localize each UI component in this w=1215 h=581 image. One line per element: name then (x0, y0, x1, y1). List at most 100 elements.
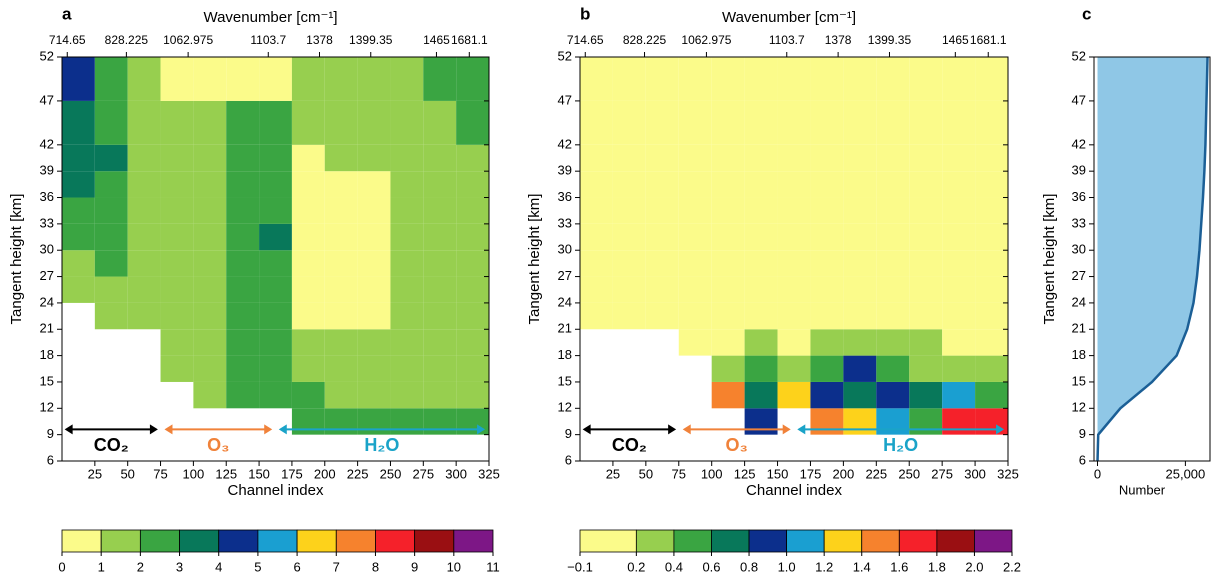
heatmap-cell (909, 250, 943, 277)
heatmap-cell (259, 250, 292, 277)
heatmap-cell (876, 302, 910, 330)
heatmap-cell (711, 171, 745, 198)
y-tick-label: 33 (40, 215, 54, 230)
heatmap-cell (357, 329, 391, 356)
heatmap-cell (975, 171, 1008, 198)
y-tick-label: 42 (1072, 136, 1086, 151)
heatmap-cell (291, 57, 325, 101)
x-tick-label: 125 (734, 466, 756, 481)
x2-tick-label: 1681.1 (970, 33, 1007, 47)
heatmap-cell (909, 276, 943, 303)
heatmap-cell (645, 223, 679, 251)
x-tick-label: 300 (964, 466, 986, 481)
x-tick-label: 325 (997, 466, 1019, 481)
heatmap-cell (226, 144, 260, 172)
heatmap-cell (456, 250, 489, 277)
heatmap-cell (744, 355, 778, 382)
heatmap-cell (62, 276, 95, 303)
heatmap-cell (62, 57, 95, 101)
heatmap-cell (843, 302, 877, 330)
heatmap-cell (777, 329, 811, 356)
heatmap-cell (810, 381, 844, 409)
heatmap-cell (678, 302, 712, 330)
heatmap-cell (324, 250, 358, 277)
heatmap-cell (645, 171, 679, 198)
heatmap-cell (909, 381, 943, 409)
y-axis-label: Tangent height [km] (1041, 194, 1058, 325)
heatmap-cell (423, 250, 457, 277)
heatmap-cell (226, 250, 260, 277)
heatmap-cell (909, 355, 943, 382)
heatmap-cell (580, 276, 613, 303)
heatmap-cell (810, 223, 844, 251)
heatmap-cell (744, 329, 778, 356)
heatmap-cell (127, 100, 161, 145)
colorbar-swatch (711, 529, 750, 553)
heatmap-cell (711, 100, 745, 145)
y-tick-label: 6 (1079, 452, 1086, 467)
heatmap-cell (94, 100, 128, 145)
y-tick-label: 36 (558, 189, 572, 204)
plot-frame (579, 56, 1009, 462)
x-tick-label: 175 (281, 466, 303, 481)
heatmap-cell (259, 355, 292, 382)
heatmap-cell (678, 250, 712, 277)
heatmap-cell (324, 144, 358, 172)
y-tick-label: 24 (558, 294, 572, 309)
colorbar-swatch (635, 529, 675, 553)
y-tick-label: 24 (40, 294, 54, 309)
heatmap-cell (580, 171, 613, 198)
y-tick-label: 6 (47, 452, 54, 467)
x-tick-label: 200 (314, 466, 336, 481)
heatmap-cell (324, 381, 358, 409)
colorbar-swatch (296, 529, 337, 553)
x2-tick-label: 1103.7 (250, 33, 286, 47)
heatmap-cell (390, 100, 424, 145)
x-tick-label: 100 (701, 466, 723, 481)
y-tick-label: 15 (1072, 373, 1086, 388)
heatmap-cell (390, 197, 424, 224)
heatmap-cell (259, 144, 292, 172)
x2-tick-label: 1062.975 (681, 33, 731, 47)
heatmap-cell (612, 276, 646, 303)
colorbar-swatch (579, 529, 637, 553)
heatmap-cell (942, 329, 976, 356)
heatmap-cell (259, 276, 292, 303)
x-axis-label: Channel index (228, 482, 324, 499)
heatmap-cell (94, 57, 128, 101)
heatmap-cell (324, 408, 358, 435)
heatmap-cell (580, 250, 613, 277)
colorbar-swatch (673, 529, 712, 553)
region-label: CO₂ (94, 435, 129, 455)
heatmap-cell (678, 329, 712, 356)
heatmap-cell (744, 144, 778, 172)
y-tick-label: 30 (558, 242, 572, 257)
heatmap-cell (193, 329, 227, 356)
heatmap-cell (357, 250, 391, 277)
heatmap-cell (259, 329, 292, 356)
heatmap-cell (612, 302, 646, 330)
heatmap-cell (810, 57, 844, 101)
heatmap-cell (744, 197, 778, 224)
heatmap-cell (226, 100, 260, 145)
heatmap-cell (580, 57, 613, 101)
colorbar-swatch (218, 529, 259, 553)
x-tick-label: 25 (606, 466, 620, 481)
heatmap-cell (423, 408, 457, 435)
x-tick-label: 275 (412, 466, 434, 481)
heatmap-cell (843, 57, 877, 101)
heatmap-cell (843, 100, 877, 145)
heatmap-cell (423, 100, 457, 145)
heatmap-cell (127, 250, 161, 277)
heatmap-cell (127, 171, 161, 198)
colorbar-tick-label: 3 (176, 559, 183, 574)
heatmap-cell (127, 197, 161, 224)
heatmap-cell (226, 276, 260, 303)
y-tick-label: 21 (1072, 321, 1086, 336)
heatmap-cell (193, 250, 227, 277)
heatmap-cell (909, 223, 943, 251)
heatmap-cell (843, 144, 877, 172)
x-tick-label: 125 (215, 466, 237, 481)
colorbar-swatch (974, 529, 1013, 553)
heatmap-cell (291, 355, 325, 382)
